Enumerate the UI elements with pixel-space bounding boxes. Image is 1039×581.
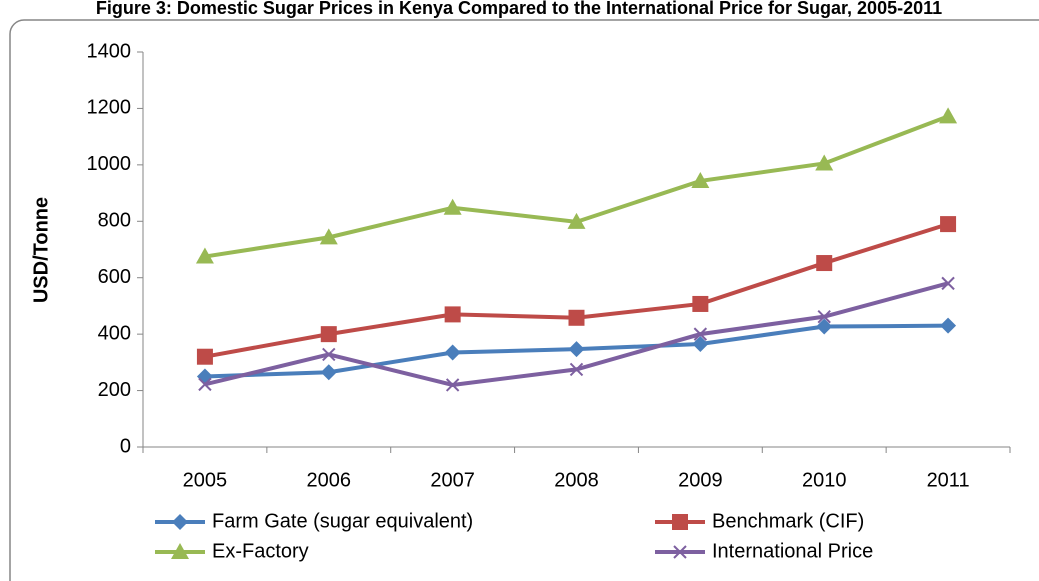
point: [172, 514, 188, 530]
y-tick-label: 600: [98, 266, 131, 288]
x-tick-label: 2005: [183, 469, 228, 491]
y-axis-title: USD/Tonne: [30, 197, 52, 303]
y-tick-label: 1400: [87, 40, 132, 62]
y-tick-label: 1200: [87, 97, 132, 119]
x-tick-label: 2010: [802, 469, 847, 491]
point: [320, 364, 337, 381]
y-tick-label: 200: [98, 379, 131, 401]
point: [195, 247, 214, 264]
x-tick-label: 2011: [927, 469, 970, 491]
point: [322, 347, 336, 362]
point: [443, 198, 462, 215]
point: [673, 545, 687, 559]
legend-label: International Price: [712, 540, 873, 562]
point: [691, 171, 710, 188]
point: [939, 107, 958, 124]
point: [569, 362, 584, 377]
point: [692, 336, 709, 353]
x-tick-label: 2009: [678, 469, 723, 491]
y-tick-label: 400: [98, 322, 131, 344]
x-tick-label: 2006: [307, 469, 352, 491]
x-tick-label: 2008: [554, 469, 599, 491]
point: [319, 228, 338, 245]
point: [693, 327, 708, 341]
point: [940, 317, 957, 334]
point: [568, 341, 585, 358]
point: [692, 295, 709, 312]
y-tick-label: 0: [120, 435, 131, 457]
point: [444, 344, 461, 361]
point: [567, 212, 586, 229]
point: [816, 318, 833, 335]
point: [320, 326, 337, 343]
point: [941, 276, 955, 291]
point: [816, 255, 833, 272]
point: [940, 216, 957, 233]
point: [672, 514, 688, 530]
point: [444, 306, 461, 323]
y-tick-label: 1000: [87, 153, 132, 175]
x-tick-label: 2007: [430, 469, 475, 491]
chart-title: Figure 3: Domestic Sugar Prices in Kenya…: [96, 0, 942, 18]
point: [171, 543, 189, 559]
chart-frame: [9, 19, 1039, 581]
legend-label: Farm Gate (sugar equivalent): [212, 510, 473, 532]
point: [568, 309, 585, 326]
legend-label: Benchmark (CIF): [712, 510, 864, 532]
point: [817, 309, 831, 324]
point: [198, 377, 212, 392]
point: [445, 378, 460, 392]
point: [815, 154, 834, 171]
point: [196, 348, 213, 365]
legend-label: Ex-Factory: [212, 540, 309, 562]
y-tick-label: 800: [98, 210, 131, 232]
